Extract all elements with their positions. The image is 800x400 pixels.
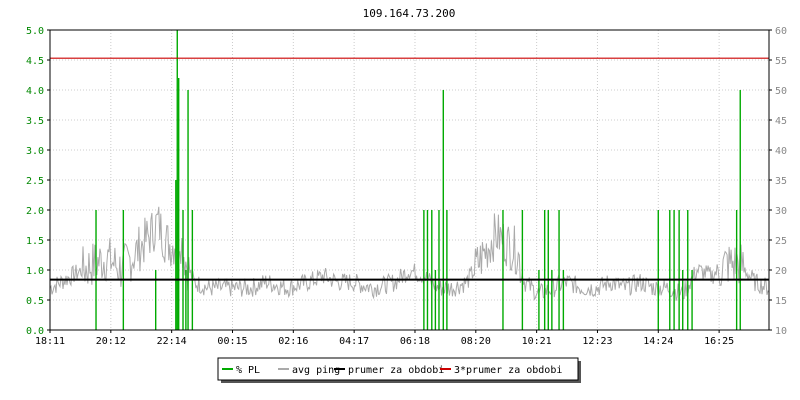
y-right-tick-label: 30 (775, 206, 787, 217)
legend-label: avg ping (292, 365, 340, 376)
reference-lines (50, 57, 769, 281)
y-left-tick-label: 1.5 (26, 236, 44, 247)
x-tick-label: 12:23 (582, 336, 612, 347)
y-left-tick-label: 3.5 (26, 116, 44, 127)
x-tick-label: 08:20 (461, 336, 491, 347)
x-axis: 18:11 20:12 22:14 00:15 02:16 04:17 06:18 08:20… (35, 330, 734, 347)
x-tick-label: 14:24 (643, 336, 673, 347)
y-axis-left: 0.0 0.5 1.0 1.5 2.0 2.5 3.0 3.5 4.0 4.5 5.0 (26, 26, 50, 337)
y-left-tick-label: 2.0 (26, 206, 44, 217)
x-tick-label: 02:16 (278, 336, 308, 347)
x-tick-label: 20:12 (96, 336, 126, 347)
x-tick-label: 18:11 (35, 336, 65, 347)
y-left-tick-label: 0.0 (26, 326, 44, 337)
y-left-tick-label: 0.5 (26, 296, 44, 307)
legend: % PL avg ping prumer za obdobi 3*prumer za … (217, 357, 581, 383)
legend-label: prumer za obdobi (348, 365, 444, 376)
y-right-tick-label: 25 (775, 236, 787, 247)
x-tick-label: 06:18 (400, 336, 430, 347)
x-tick-label: 04:17 (339, 336, 369, 347)
y-right-tick-label: 50 (775, 86, 787, 97)
legend-box (217, 357, 579, 381)
x-tick-label: 00:15 (217, 336, 247, 347)
y-right-tick-label: 40 (775, 146, 787, 157)
y-right-tick-label: 10 (775, 326, 787, 337)
y-right-tick-label: 35 (775, 176, 787, 187)
legend-label: 3*prumer za obdobi (454, 365, 562, 376)
y-right-tick-label: 60 (775, 26, 787, 37)
y-left-tick-label: 1.0 (26, 266, 44, 277)
chart-title: 109.164.73.200 (363, 7, 456, 20)
y-right-tick-label: 15 (775, 296, 787, 307)
y-left-tick-label: 2.5 (26, 176, 44, 187)
plot-frame (49, 29, 770, 331)
y-right-tick-label: 20 (775, 266, 787, 277)
y-left-tick-label: 4.5 (26, 56, 44, 67)
y-axis-right: 10 15 20 25 30 35 40 45 50 55 60 (769, 26, 787, 337)
plot-area (50, 30, 769, 330)
y-right-tick-label: 55 (775, 56, 787, 67)
x-tick-label: 22:14 (157, 336, 187, 347)
y-left-tick-label: 4.0 (26, 86, 44, 97)
y-left-tick-label: 5.0 (26, 26, 44, 37)
avg-ping-line (49, 206, 770, 301)
series-avg-ping (49, 206, 770, 301)
x-tick-label: 10:21 (522, 336, 552, 347)
x-tick-label: 16:25 (704, 336, 734, 347)
y-right-tick-label: 45 (775, 116, 787, 127)
y-left-tick-label: 3.0 (26, 146, 44, 157)
legend-label: % PL (236, 365, 260, 376)
